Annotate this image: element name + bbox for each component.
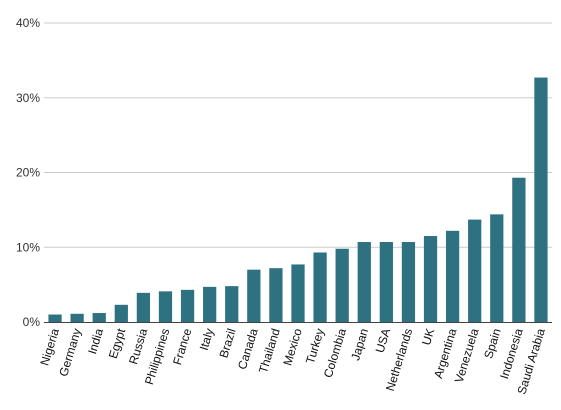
x-tick-label: Nigeria xyxy=(37,326,62,367)
bar xyxy=(357,242,371,322)
y-tick-label: 20% xyxy=(16,166,40,180)
bar xyxy=(225,286,239,322)
bar xyxy=(512,177,526,322)
x-tick-label: Brazil xyxy=(216,327,238,360)
bar xyxy=(136,292,151,322)
bar xyxy=(401,242,416,322)
x-tick-label: Russia xyxy=(126,326,150,365)
bar xyxy=(379,242,393,322)
bar xyxy=(423,236,438,322)
bar xyxy=(180,289,195,322)
bars xyxy=(48,77,548,322)
bar xyxy=(534,77,548,322)
bar xyxy=(203,286,217,322)
x-tick-label: Egypt xyxy=(106,326,129,360)
bar xyxy=(468,219,482,322)
y-tick-label: 40% xyxy=(16,16,40,30)
x-tick-label: Italy xyxy=(197,327,217,352)
bar xyxy=(291,264,305,322)
bar xyxy=(70,313,84,322)
x-tick-label: France xyxy=(170,326,194,366)
bar xyxy=(313,252,327,322)
bar xyxy=(445,230,460,322)
x-tick-label: Spain xyxy=(481,327,503,360)
bar xyxy=(114,304,128,322)
bar xyxy=(48,314,62,322)
bar xyxy=(335,248,349,322)
bar xyxy=(158,291,173,322)
x-tick-label: UK xyxy=(419,327,437,347)
x-tick-label: Japan xyxy=(348,327,371,362)
bar xyxy=(490,214,504,322)
y-axis: 0% 10% 20% 30% 40% xyxy=(16,16,40,329)
x-tick-label: USA xyxy=(373,327,394,355)
bar xyxy=(269,268,283,322)
bar xyxy=(92,313,106,322)
gridlines xyxy=(44,22,552,248)
x-tick-label: Turkey xyxy=(303,327,327,366)
x-tick-label: Mexico xyxy=(280,326,305,367)
y-tick-label: 30% xyxy=(16,91,40,105)
y-tick-label: 10% xyxy=(16,240,40,254)
x-tick-label: Thailand xyxy=(256,327,283,375)
bar xyxy=(247,269,261,322)
y-tick-label: 0% xyxy=(23,315,41,329)
x-tick-label: India xyxy=(85,326,106,355)
